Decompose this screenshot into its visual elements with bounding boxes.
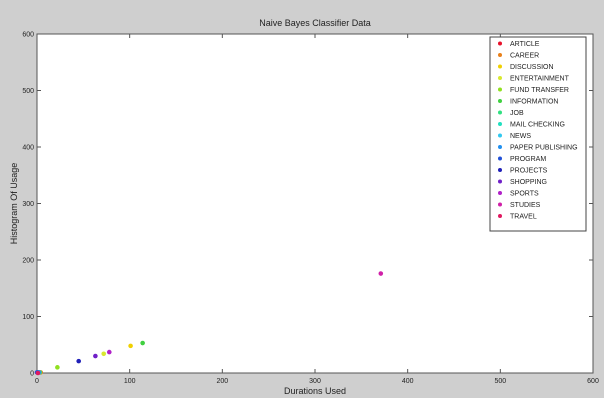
legend-marker (498, 64, 502, 69)
x-tick-label: 300 (309, 378, 321, 385)
legend-items: ARTICLE CAREER DISCUSSION ENTERTAINMENT FUND… (498, 41, 578, 221)
legend-marker (498, 41, 502, 46)
y-axis-ticks: 0 100 200 300 400 500 600 (22, 32, 593, 378)
data-points (34, 271, 384, 376)
legend-marker (498, 202, 502, 207)
legend-label: SHOPPING (510, 179, 547, 186)
legend-marker (498, 76, 502, 80)
legend-label: PROJECTS (510, 168, 548, 175)
legend-label: JOB (510, 110, 524, 117)
data-point (378, 271, 384, 276)
x-axis-label: Durations Used (284, 386, 346, 396)
legend-marker (498, 99, 502, 103)
y-tick-label: 200 (22, 258, 34, 265)
legend-label: ARTICLE (510, 41, 540, 48)
data-point (93, 353, 98, 359)
data-point (101, 351, 107, 357)
legend-label: SPORTS (510, 191, 539, 198)
x-tick-label: 200 (216, 378, 228, 385)
y-tick-label: 400 (22, 145, 34, 152)
legend-label: FUND TRANSFER (510, 87, 569, 94)
legend-marker (498, 110, 502, 115)
data-point (76, 358, 81, 364)
legend-marker (498, 122, 502, 126)
legend-label: CAREER (510, 53, 539, 60)
data-point (128, 343, 133, 349)
data-point (140, 340, 145, 346)
x-tick-label: 400 (402, 378, 414, 385)
y-axis-label: Histogram Of Usage (9, 163, 19, 245)
legend-marker (498, 179, 502, 184)
data-point (55, 365, 60, 370)
legend-marker (498, 133, 502, 138)
x-tick-label: 0 (35, 378, 39, 385)
x-axis-ticks: 0 100 200 300 400 500 600 (35, 34, 599, 385)
y-tick-label: 500 (22, 88, 34, 95)
legend-marker (498, 214, 502, 218)
legend-label: INFORMATION (510, 99, 558, 106)
legend-marker (498, 53, 502, 57)
legend-label: DISCUSSION (510, 64, 554, 71)
legend: ARTICLE CAREER DISCUSSION ENTERTAINMENT FUND… (489, 36, 587, 232)
y-tick-label: 100 (22, 314, 34, 321)
x-tick-label: 500 (494, 378, 506, 385)
y-tick-label: 600 (22, 32, 34, 39)
legend-marker (498, 168, 502, 172)
x-tick-label: 100 (124, 378, 136, 385)
x-tick-label: 600 (587, 378, 599, 385)
data-point (35, 370, 41, 376)
legend-label: MAIL CHECKING (510, 122, 565, 129)
y-tick-label: 0 (30, 371, 34, 378)
legend-label: NEWS (510, 133, 531, 140)
legend-label: TRAVEL (510, 214, 537, 221)
legend-marker (498, 191, 502, 195)
legend-label: PROGRAM (510, 156, 546, 163)
legend-label: STUDIES (510, 202, 541, 209)
legend-label: PAPER PUBLISHING (510, 145, 578, 152)
legend-box (489, 36, 587, 232)
legend-label: ENTERTAINMENT (510, 76, 570, 83)
legend-marker (498, 156, 502, 161)
chart-title: Naive Bayes Classifier Data (259, 18, 371, 28)
legend-marker (498, 145, 502, 149)
data-point (106, 349, 112, 355)
y-tick-label: 300 (22, 201, 34, 208)
legend-marker (498, 87, 502, 92)
